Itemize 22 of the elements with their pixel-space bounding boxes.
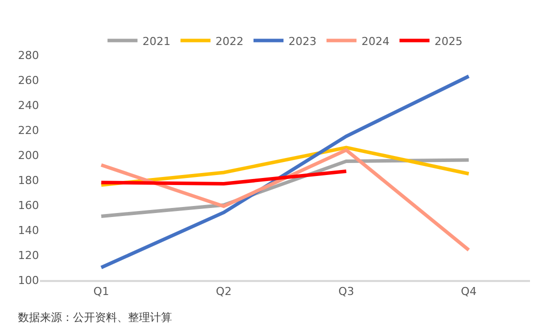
legend-label: 2021 (142, 34, 170, 48)
legend-label: 2024 (362, 34, 390, 48)
legend-label: 2023 (288, 34, 316, 48)
y-tick-label: 160 (18, 198, 39, 212)
source-note: 数据来源：公开资料、整理计算 (18, 311, 172, 324)
y-tick-label: 240 (18, 98, 39, 112)
y-tick-label: 180 (18, 174, 39, 187)
legend-label: 2025 (434, 34, 462, 48)
y-tick-label: 220 (18, 124, 39, 137)
y-tick-label: 120 (18, 248, 39, 262)
y-tick-label: 260 (18, 74, 39, 87)
x-tick-label: Q4 (460, 284, 477, 298)
x-tick-label: Q1 (93, 284, 110, 298)
line-series (100, 148, 470, 252)
line-series (100, 74, 470, 270)
x-tick-label: Q3 (338, 284, 354, 298)
legend-label: 2022 (216, 34, 244, 48)
y-tick-label: 140 (18, 224, 39, 237)
x-tick-label: Q2 (216, 284, 232, 298)
y-tick-label: 200 (18, 148, 39, 162)
y-tick-label: 280 (18, 48, 39, 62)
y-tick-label: 100 (18, 274, 39, 287)
